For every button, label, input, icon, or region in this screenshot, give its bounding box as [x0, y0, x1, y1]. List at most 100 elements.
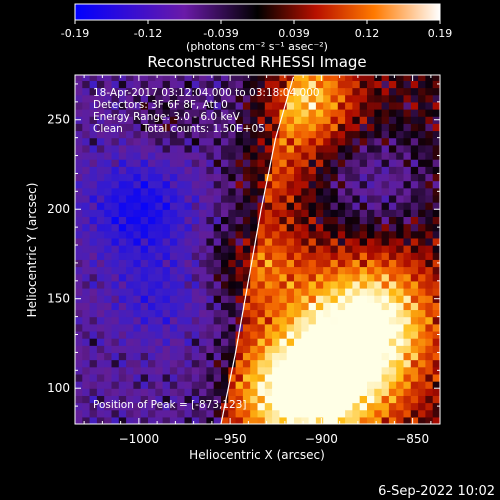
heatmap-cell [345, 187, 353, 196]
heatmap-cell [177, 373, 186, 382]
heatmap-cell [403, 230, 412, 239]
heatmap-cell [396, 109, 405, 117]
heatmap-cell [279, 287, 288, 296]
heatmap-cell [169, 395, 178, 404]
heatmap-cell [148, 173, 156, 182]
heatmap-cell [308, 359, 317, 368]
heatmap-cell [374, 259, 383, 268]
heatmap-cell [242, 280, 251, 289]
heatmap-cell [279, 330, 288, 339]
heatmap-cell [418, 209, 426, 217]
colorbar-tick-label: 0.039 [278, 27, 310, 40]
heatmap-cell [301, 259, 310, 268]
heatmap-cell [264, 316, 273, 325]
heatmap-cell [264, 187, 273, 196]
heatmap-cell [96, 245, 105, 253]
heatmap-cell [410, 230, 419, 239]
heatmap-cell [199, 194, 207, 203]
heatmap-cell [367, 416, 375, 424]
heatmap-cell [126, 202, 134, 210]
heatmap-cell [96, 381, 105, 389]
heatmap-cell [330, 109, 339, 117]
heatmap-cell [206, 75, 215, 81]
heatmap-cell [418, 409, 426, 418]
heatmap-cell [177, 395, 186, 404]
heatmap-cell [374, 416, 383, 424]
heatmap-cell [286, 166, 295, 175]
heatmap-cell [425, 144, 434, 153]
heatmap-cell [345, 259, 353, 268]
heatmap-cell [155, 80, 164, 89]
heatmap-cell [323, 80, 332, 89]
heatmap-cell [140, 230, 149, 239]
heatmap-cell [221, 273, 229, 282]
heatmap-cell [177, 345, 186, 354]
heatmap-cell [323, 216, 332, 225]
heatmap-cell [235, 295, 244, 303]
heatmap-cell [242, 101, 251, 110]
heatmap-cell [228, 173, 237, 182]
heatmap-cell [330, 87, 339, 96]
heatmap-cell [104, 273, 113, 282]
heatmap-cell [345, 309, 353, 318]
heatmap-cell [177, 259, 186, 268]
heatmap-cell [403, 202, 412, 210]
heatmap-cell [264, 381, 273, 389]
heatmap-cell [191, 259, 200, 268]
heatmap-cell [242, 109, 251, 117]
heatmap-cell [418, 295, 426, 303]
heatmap-cell [308, 330, 317, 339]
heatmap-cell [221, 259, 229, 268]
heatmap-cell [111, 180, 120, 189]
heatmap-cell [126, 216, 134, 225]
heatmap-cell [323, 352, 332, 361]
heatmap-cell [396, 316, 405, 325]
heatmap-cell [82, 75, 91, 81]
heatmap-cell [213, 287, 222, 296]
heatmap-cell [250, 173, 259, 182]
heatmap-cell [75, 137, 83, 146]
heatmap-cell [279, 273, 288, 282]
heatmap-cell [432, 159, 440, 167]
heatmap-cell [330, 330, 339, 339]
heatmap-cell [75, 402, 83, 411]
heatmap-cell [418, 323, 426, 332]
heatmap-cell [221, 345, 229, 354]
heatmap-cell [82, 388, 91, 396]
heatmap-cell [264, 223, 273, 232]
heatmap-cell [279, 252, 288, 260]
heatmap-cell [126, 259, 134, 268]
heatmap-cell [308, 345, 317, 354]
heatmap-cell [213, 273, 222, 282]
heatmap-cell [242, 194, 251, 203]
heatmap-cell [199, 388, 207, 396]
heatmap-cell [323, 94, 332, 103]
heatmap-cell [82, 345, 91, 354]
heatmap-cell [330, 409, 339, 418]
heatmap-cell [148, 416, 156, 424]
heatmap-cell [337, 366, 346, 375]
heatmap-cell [345, 302, 353, 311]
heatmap-cell [177, 94, 186, 103]
heatmap-cell [396, 194, 405, 203]
heatmap-cell [294, 180, 302, 189]
heatmap-cell [367, 116, 375, 124]
heatmap-cell [228, 266, 237, 275]
heatmap-cell [337, 338, 346, 346]
heatmap-cell [228, 101, 237, 110]
heatmap-cell [301, 373, 310, 382]
heatmap-cell [279, 180, 288, 189]
heatmap-cell [82, 266, 91, 275]
heatmap-cell [315, 259, 324, 268]
heatmap-cell [381, 402, 390, 411]
heatmap-cell [301, 245, 310, 253]
heatmap-cell [286, 202, 295, 210]
heatmap-cell [82, 216, 91, 225]
heatmap-cell [388, 409, 397, 418]
heatmap-cell [345, 209, 353, 217]
heatmap-cell [264, 137, 273, 146]
heatmap-cell [155, 352, 164, 361]
heatmap-cell [286, 252, 295, 260]
heatmap-cell [352, 373, 361, 382]
heatmap-cell [352, 287, 361, 296]
